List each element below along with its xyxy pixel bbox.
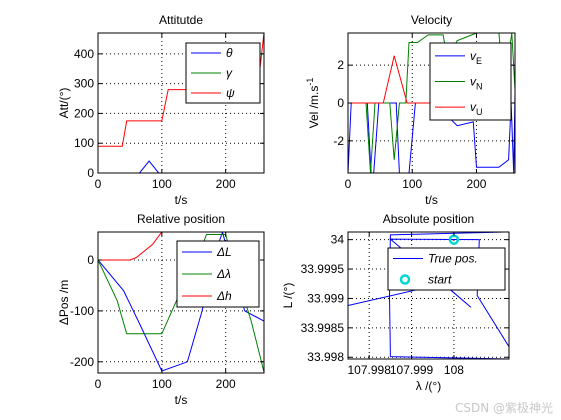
y-tick-label: 400: [74, 47, 94, 61]
axes-frame: [97, 231, 265, 374]
chart-title: Relative position: [137, 212, 225, 226]
legend-label: vE: [470, 49, 482, 66]
x-tick-label: 107.999: [390, 363, 434, 377]
legend-label-sub: N: [476, 82, 483, 92]
y-tick-label: -2: [333, 134, 344, 148]
y-tick-label: -200: [70, 355, 94, 369]
x-tick-label: 100: [402, 177, 422, 191]
y-tick-label: 33.999: [307, 291, 344, 305]
y-tick-label: 0: [87, 166, 94, 180]
legend-label: vN: [470, 75, 483, 92]
y-tick-label: 100: [74, 136, 94, 150]
chart-title: Velocity: [411, 13, 452, 27]
y-tick-label: -100: [70, 304, 94, 318]
y-axis-label: Vel /m.s-1: [305, 78, 321, 129]
x-tick-label: 0: [95, 177, 102, 191]
chart-title: Absolute position: [383, 212, 474, 226]
x-tick-label: 108: [444, 363, 464, 377]
x-tick-label: 200: [216, 377, 236, 391]
y-axis-label-main: Vel /m.s: [307, 86, 321, 129]
y-axis-label: Att/(°): [57, 88, 71, 119]
chart-title: Attitutde: [159, 13, 203, 27]
y-tick-label: 0: [337, 96, 344, 110]
legend-label-sub: U: [476, 107, 483, 117]
x-tick-label: 200: [216, 177, 236, 191]
x-tick-label: 0: [345, 177, 352, 191]
axes-frame: [347, 231, 510, 360]
x-axis-label: t/s: [425, 193, 438, 207]
x-axis-label: λ /(°): [416, 379, 441, 393]
x-tick-label: 107.998: [347, 363, 391, 377]
y-tick-label: 2: [337, 58, 344, 72]
y-tick-label: 33.9985: [301, 321, 345, 335]
watermark: CSDN @紫极神光: [454, 401, 553, 415]
series-line: [98, 160, 264, 173]
axes-frame: [97, 32, 265, 174]
x-tick-label: 0: [95, 377, 102, 391]
legend-marker: [399, 274, 411, 285]
legend-label: γ: [226, 66, 233, 80]
y-tick-label: 0: [87, 253, 94, 267]
y-axis-label: L /(°): [281, 283, 295, 309]
y-tick-label: 33.998: [307, 350, 344, 364]
legend-label: Δh: [216, 289, 232, 303]
y-axis-label: ΔPos /m: [57, 280, 71, 325]
x-tick-label: 200: [466, 177, 486, 191]
y-tick-label: 300: [74, 77, 94, 91]
legend-label: True pos.: [428, 252, 478, 266]
x-axis-label: t/s: [175, 393, 188, 407]
y-tick-label: 34: [331, 233, 345, 247]
y-axis-label-sup: -1: [305, 78, 315, 86]
y-tick-label: 33.9995: [301, 262, 345, 276]
x-axis-label: t/s: [175, 193, 188, 207]
legend-label: ΔL: [216, 245, 232, 259]
y-tick-label: 200: [74, 106, 94, 120]
legend-label: Δλ: [216, 267, 231, 281]
chart-att: 0 100 200 0 100 200 300 400 Attitutde t/s Att/(°) θ…: [57, 13, 265, 207]
legend-label-sub: E: [476, 56, 482, 66]
legend-label: ψ: [226, 86, 235, 100]
series-line: [98, 232, 264, 261]
x-tick-label: 100: [152, 377, 172, 391]
x-tick-label: 100: [152, 177, 172, 191]
chart-relpos: 0 100 200 -200 -100 0 Relative position t/s ΔPos…: [57, 212, 265, 407]
legend-label-main: v: [470, 100, 477, 114]
legend-label: θ: [226, 46, 233, 60]
legend-label: vU: [470, 100, 483, 117]
legend-label-main: v: [470, 49, 477, 63]
legend-label: start: [428, 273, 452, 287]
legend-label-main: v: [470, 75, 477, 89]
